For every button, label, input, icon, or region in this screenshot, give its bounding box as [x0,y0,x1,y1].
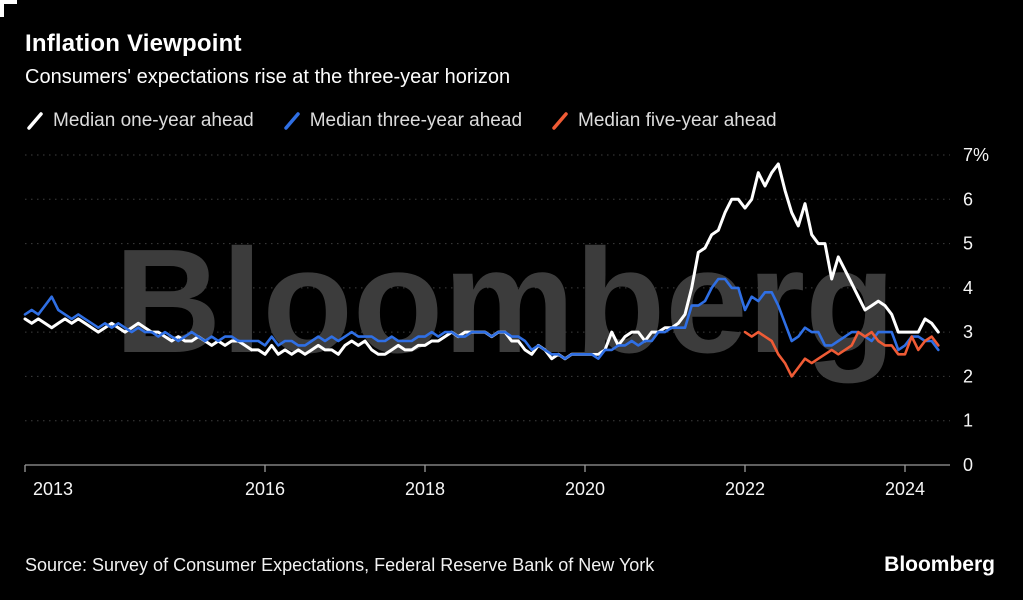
x-axis-label: 2013 [33,479,73,499]
y-axis-label: 4 [963,278,973,298]
legend-item-three-year: Median three-year ahead [282,110,522,132]
x-axis-label: 2016 [245,479,285,499]
series-line-3 [743,330,940,378]
chart-subtitle: Consumers' expectations rise at the thre… [25,66,511,88]
y-axis-label: 7% [963,145,989,165]
y-axis-label: 5 [963,234,973,254]
legend-label: Median one-year ahead [53,110,254,131]
bloomberg-watermark: Bloomberg [114,219,895,384]
bloomberg-logo: Bloomberg [884,553,995,576]
legend-slash-icon [27,112,43,130]
x-axis-label: 2018 [405,479,445,499]
x-axis-label: 2024 [885,479,925,499]
y-axis-label: 0 [963,455,973,475]
y-axis-label: 6 [963,189,973,209]
series-layer [23,162,940,378]
series-line-2 [23,277,940,360]
legend-slash-icon [283,112,300,130]
legend-item-one-year: Median one-year ahead [25,110,254,132]
legend-label: Median five-year ahead [578,110,777,131]
y-axis-label: 2 [963,366,973,386]
legend-item-five-year: Median five-year ahead [550,110,777,132]
y-axis-label: 1 [963,411,973,431]
y-axis-label: 3 [963,322,973,342]
source-note: Source: Survey of Consumer Expectations,… [25,555,655,575]
chart-title: Inflation Viewpoint [25,30,242,57]
corner-mark [0,0,17,17]
legend: Median one-year ahead Median three-year … [25,110,777,132]
legend-slash-icon [552,112,568,130]
axis-layer: 7% 6 5 4 3 2 1 0 2013 2016 2018 2020 2022 2024 [24,145,989,499]
x-axis-label: 2022 [725,479,765,499]
x-axis-label: 2020 [565,479,605,499]
legend-label: Median three-year ahead [309,110,523,131]
